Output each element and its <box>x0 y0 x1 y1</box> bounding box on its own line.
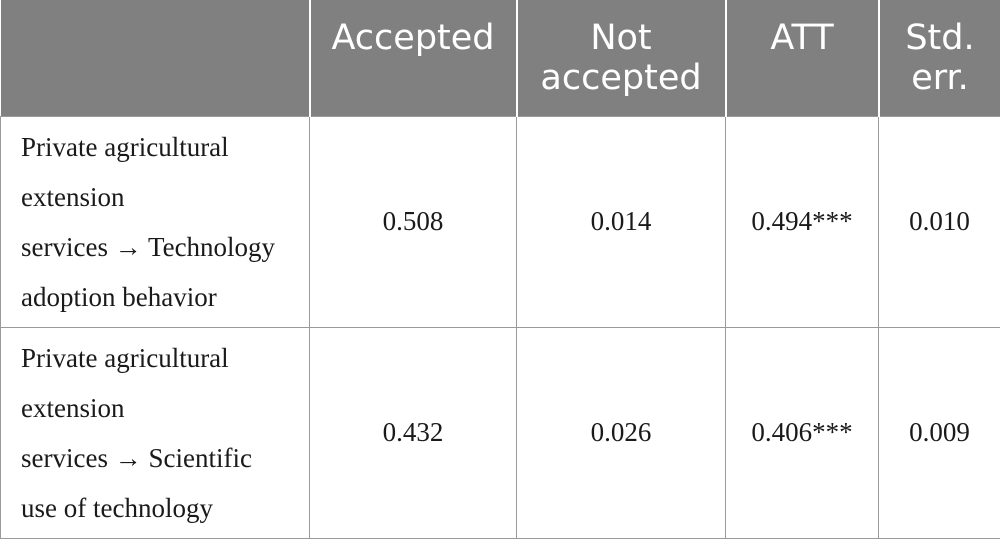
table-header: Accepted Not accepted ATT Std. err. <box>0 0 1000 116</box>
table-row: Private agricultural extension services … <box>0 326 1000 539</box>
header-empty-cell <box>0 0 310 116</box>
results-table: Accepted Not accepted ATT Std. err. Priv… <box>0 0 1000 539</box>
cell-std-err: 0.010 <box>878 115 1000 328</box>
row-label: Private agricultural extension services … <box>0 115 310 328</box>
header-std-err: Std. err. <box>877 0 1000 116</box>
cell-att: 0.494*** <box>725 115 879 328</box>
cell-accepted: 0.432 <box>309 326 517 539</box>
header-accepted: Accepted <box>308 0 517 116</box>
table-body: Private agricultural extension services … <box>0 115 1000 539</box>
cell-accepted: 0.508 <box>309 115 517 328</box>
cell-not-accepted: 0.026 <box>516 326 726 539</box>
cell-std-err: 0.009 <box>878 326 1000 539</box>
header-row: Accepted Not accepted ATT Std. err. <box>0 0 1000 116</box>
table-row: Private agricultural extension services … <box>0 115 1000 328</box>
header-not-accepted: Not accepted <box>515 0 726 116</box>
cell-not-accepted: 0.014 <box>516 115 726 328</box>
cell-att: 0.406*** <box>725 326 879 539</box>
header-att: ATT <box>724 0 879 116</box>
row-label: Private agricultural extension services … <box>0 326 310 539</box>
